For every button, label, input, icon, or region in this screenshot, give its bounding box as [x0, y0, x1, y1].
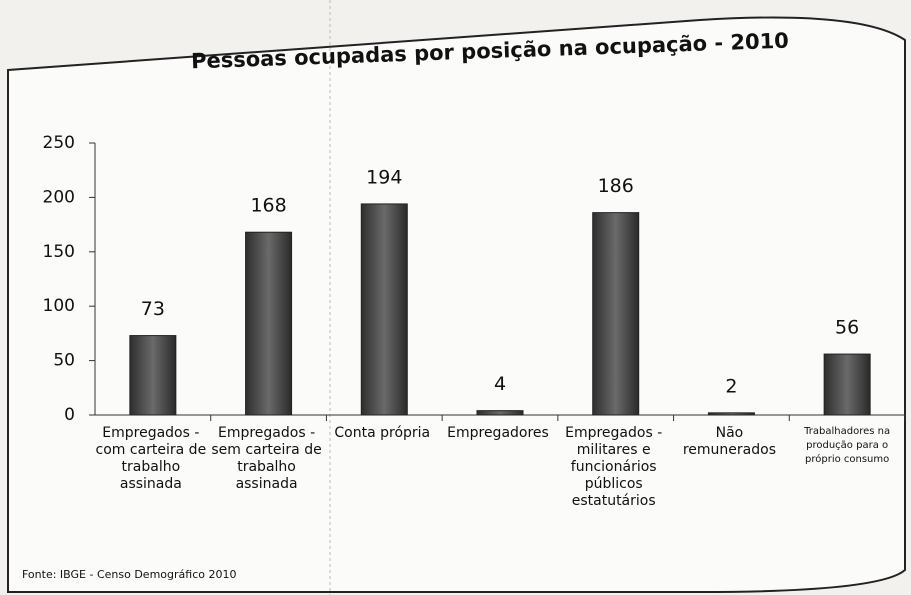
bar — [129, 335, 177, 416]
bar — [823, 353, 871, 416]
x-tick-label: Empregados - sem carteira de trabalho as… — [211, 425, 322, 492]
data-label: 168 — [250, 195, 286, 217]
y-tick-label: 0 — [64, 405, 75, 425]
chart-border — [7, 16, 906, 593]
data-label: 194 — [366, 166, 402, 188]
y-tick-label: 200 — [43, 187, 75, 207]
x-tick-label: Empregadores — [447, 425, 549, 441]
data-label: 2 — [725, 375, 737, 397]
y-tick-label: 50 — [53, 351, 75, 371]
bar — [707, 412, 755, 416]
y-tick-label: 250 — [43, 133, 75, 153]
bar — [360, 203, 408, 416]
y-tick-label: 100 — [43, 296, 75, 316]
x-tick-label: Empregados - militares e funcionários pú… — [565, 425, 663, 509]
x-tick-label: Não remunerados — [682, 425, 776, 458]
data-label: 56 — [835, 317, 859, 339]
y-tick-label: 150 — [43, 242, 75, 262]
data-label: 4 — [494, 373, 506, 395]
x-tick-label: Conta própria — [334, 425, 431, 441]
bar — [476, 410, 524, 416]
bar — [245, 231, 293, 416]
source-note: Fonte: IBGE - Censo Demográfico 2010 — [22, 568, 237, 581]
data-label: 186 — [598, 175, 634, 197]
x-tick-label: Empregados - com carteira de trabalho as… — [95, 425, 207, 492]
bar — [592, 212, 640, 416]
data-label: 73 — [141, 298, 165, 320]
x-tick-label: Trabalhadores na produção para o próprio… — [804, 426, 891, 465]
